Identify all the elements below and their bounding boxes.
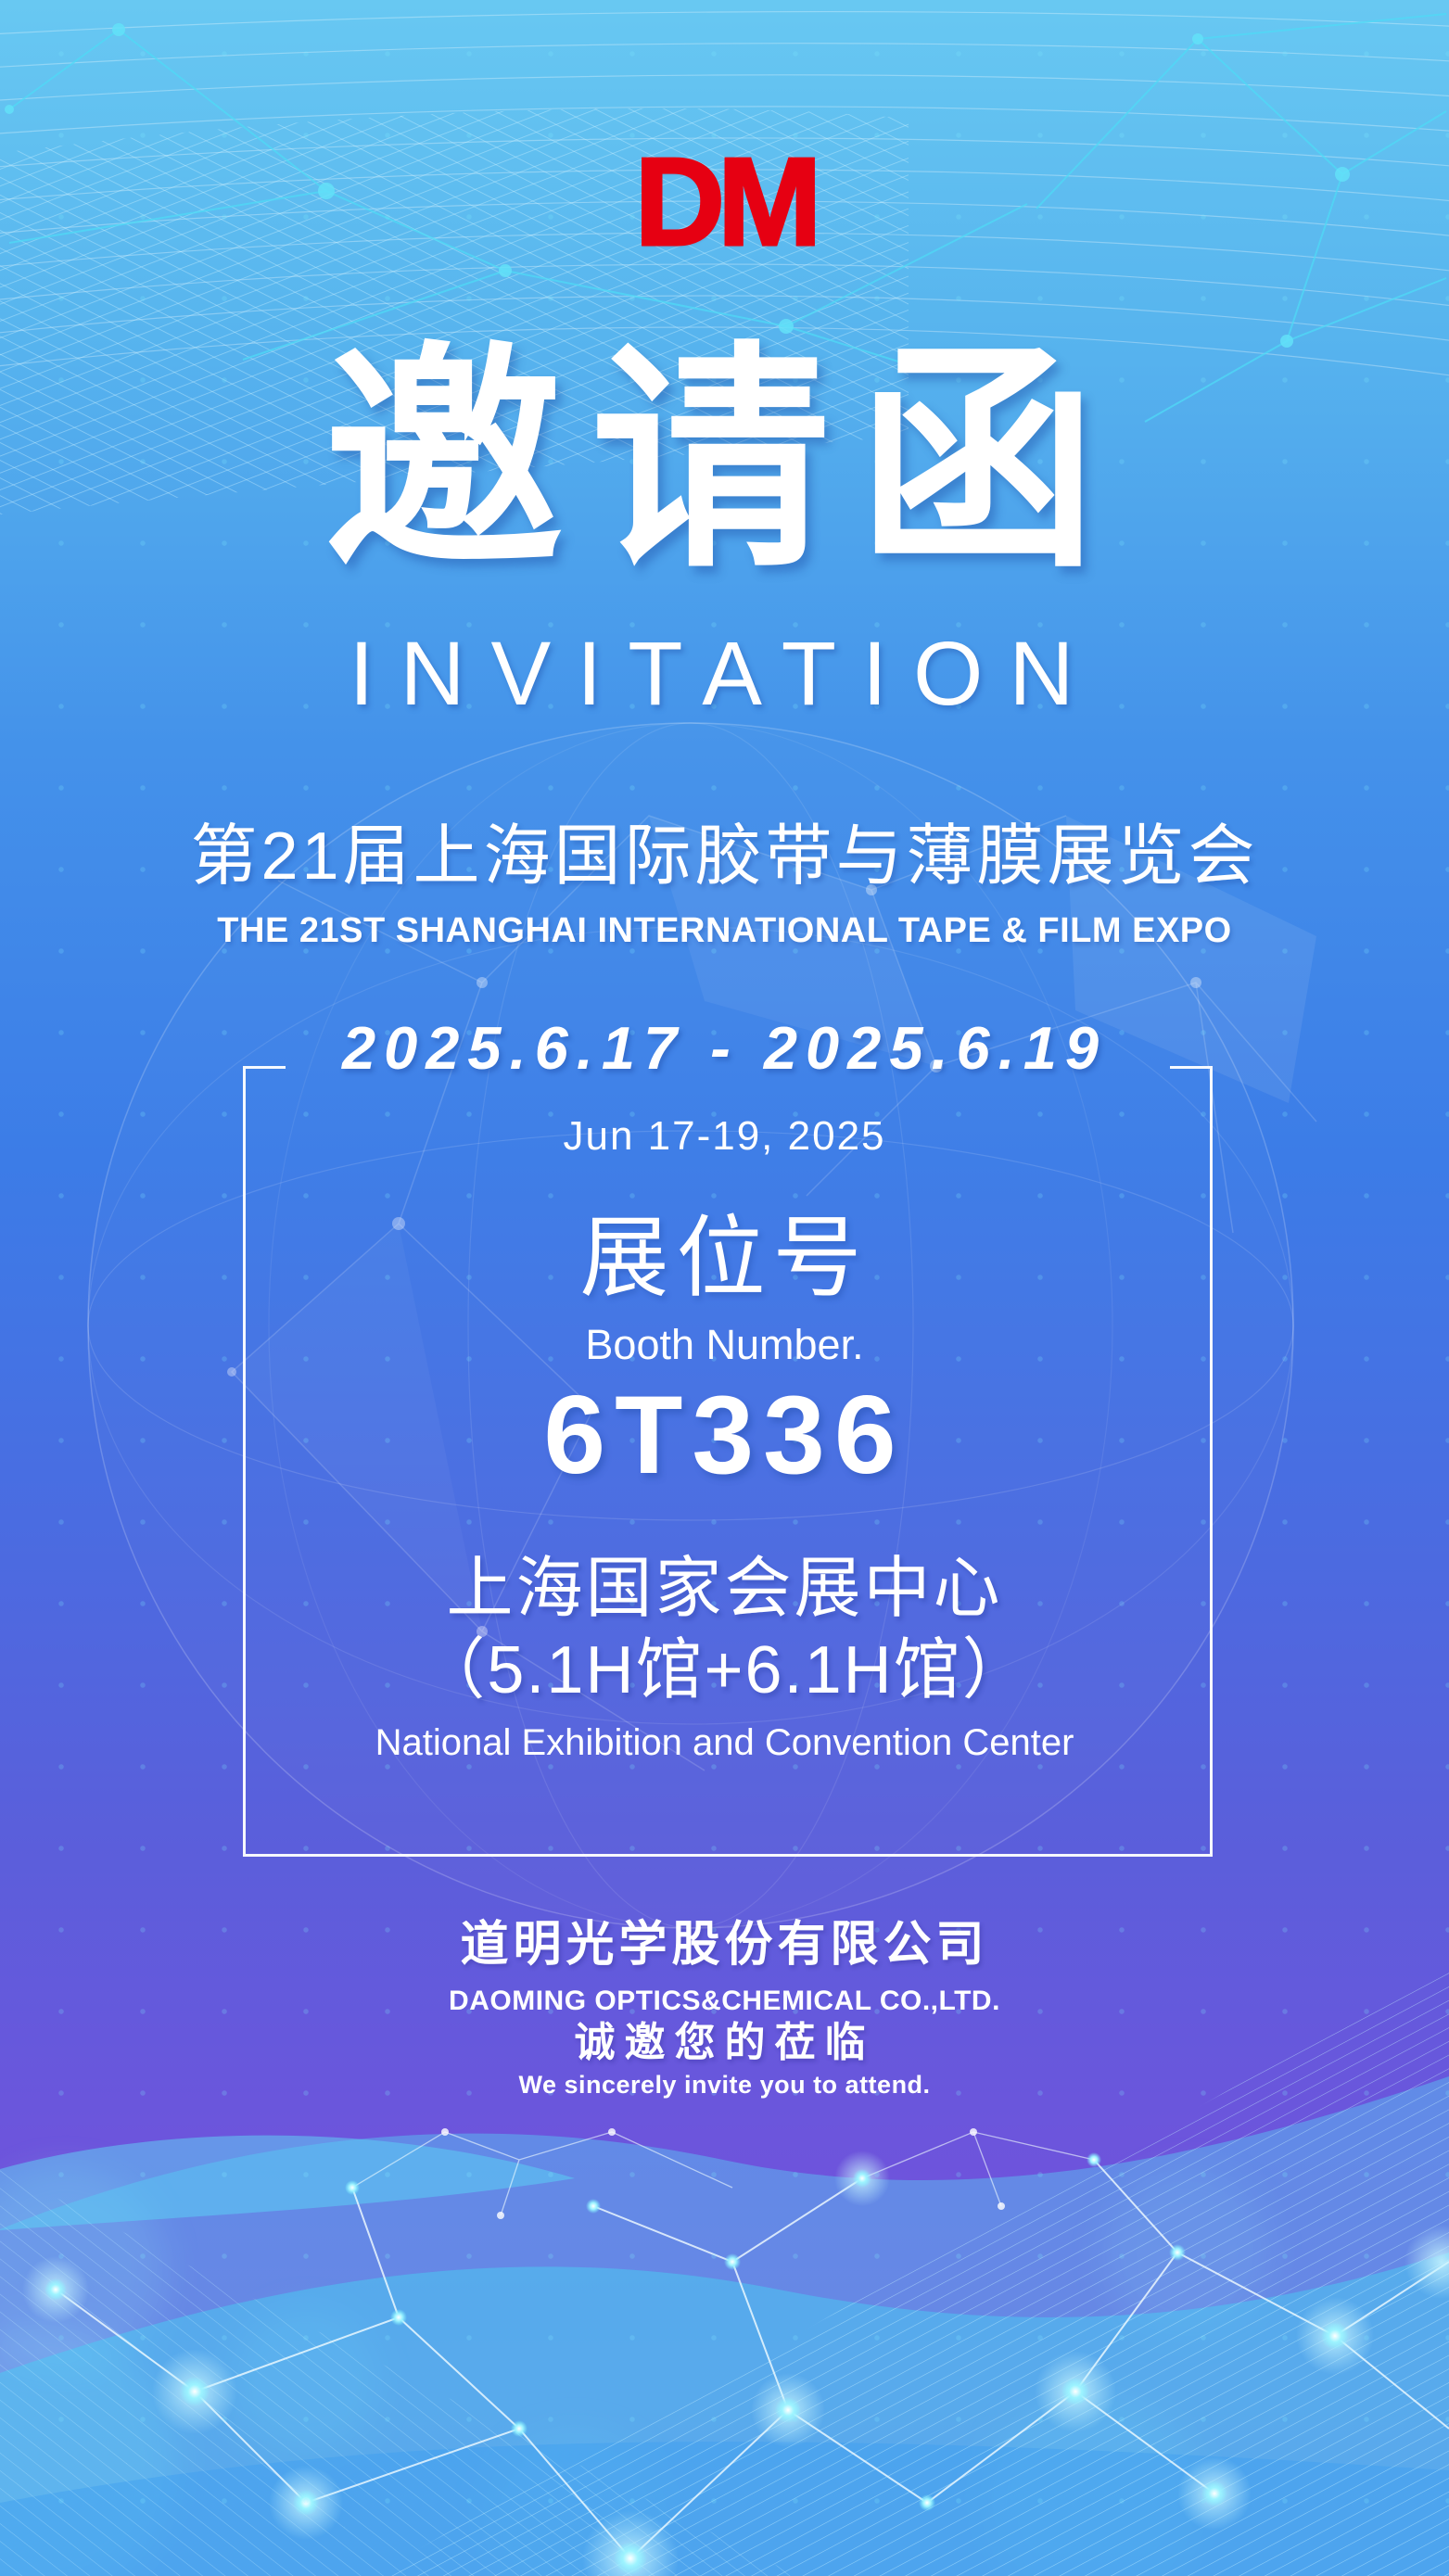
- invite-english: We sincerely invite you to attend.: [518, 2071, 931, 2099]
- company-chinese: 道明光学股份有限公司: [460, 1918, 989, 1972]
- title-english: INVITATION: [349, 623, 1100, 724]
- venue-chinese-line2: （5.1H馆+6.1H馆）: [418, 1633, 1031, 1707]
- fan-right: [371, 1965, 1449, 2576]
- dm-logo: DM: [633, 132, 823, 272]
- booth-frame: [243, 1066, 1213, 1857]
- expo-title-english: THE 21ST SHANGHAI INTERNATIONAL TAPE & F…: [217, 911, 1232, 950]
- globe-wireframe: [87, 722, 1317, 1929]
- booth-label-chinese: 展位号: [579, 1209, 870, 1308]
- plexus-top: [8, 13, 1447, 423]
- invite-chinese: 诚邀您的莅临: [574, 2020, 875, 2065]
- company-english: DAOMING OPTICS&CHEMICAL CO.,LTD.: [449, 1986, 1000, 2016]
- date-range-english: Jun 17-19, 2025: [563, 1113, 886, 1159]
- plexus-top-nodes: [5, 23, 1350, 371]
- expo-title-chinese: 第21届上海国际胶带与薄膜展览会: [190, 819, 1259, 894]
- booth-number: 6T336: [543, 1373, 906, 1497]
- venue-english: National Exhibition and Convention Cente…: [375, 1722, 1074, 1763]
- venue-chinese-line1: 上海国家会展中心: [446, 1552, 1003, 1626]
- booth-label-english: Booth Number.: [585, 1321, 864, 1368]
- title-chinese: 邀请函: [324, 326, 1125, 594]
- plexus-bottom: [22, 2128, 1449, 2576]
- date-range: 2025.6.17 - 2025.6.19: [341, 1014, 1108, 1082]
- fan-left: [0, 2169, 797, 2576]
